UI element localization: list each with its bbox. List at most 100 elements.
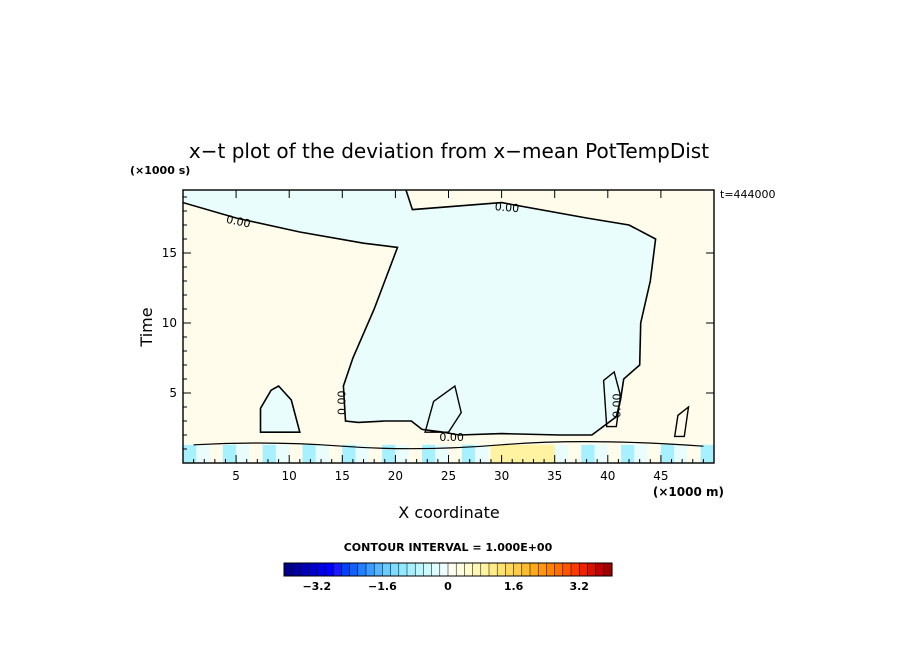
strip-cell (461, 444, 476, 463)
strip-cell (183, 444, 197, 463)
x-tick-label: 45 (653, 469, 668, 483)
y-tick-label: 10 (162, 316, 177, 330)
negative-bubble (260, 386, 300, 433)
colorbar-tick-label: 0 (444, 580, 452, 593)
y-ticks: 5 10 15 (162, 196, 714, 450)
zero-contour-main (183, 190, 657, 436)
strip-cell (435, 444, 449, 463)
y-tick-label: 5 (169, 386, 177, 400)
colorbar-ticks: −3.2 −1.6 0 1.6 3.2 (302, 580, 589, 593)
x-axis-label: X coordinate (398, 503, 499, 522)
strip-cell (448, 444, 462, 463)
colorbar-cell (423, 562, 433, 577)
strip-cell (687, 444, 701, 463)
x-tick-label: 15 (335, 469, 350, 483)
strip-contour (193, 441, 704, 450)
surface-bump-contour (673, 405, 690, 438)
strip-cell (355, 444, 369, 463)
colorbar-cell (365, 562, 375, 577)
strip-cell (368, 444, 383, 463)
colorbar-cell (464, 562, 474, 577)
strip-cell (329, 444, 343, 463)
strip-cell (382, 444, 396, 463)
strip-cell (660, 444, 675, 463)
strip-cell (315, 444, 330, 463)
x-tick-label: 35 (547, 469, 562, 483)
colorbar-cell (562, 562, 572, 577)
strip-cell (209, 444, 223, 463)
x-tick-label: 30 (494, 469, 509, 483)
strip-cell (196, 444, 210, 463)
strip-cell (674, 444, 688, 463)
colorbar-cell (455, 562, 465, 577)
colorbar-cell (554, 562, 564, 577)
colorbar-cell (291, 562, 301, 577)
surface-bump-contour (424, 384, 462, 433)
colorbar-cell (537, 562, 547, 577)
colorbar-cell (390, 562, 400, 577)
strip-cell (262, 444, 276, 463)
contour-interval-text: CONTOUR INTERVAL = 1.000E+00 (344, 541, 553, 554)
strip-cell (647, 444, 661, 463)
colorbar-cell (546, 562, 556, 577)
colorbar-cell (439, 562, 449, 577)
strip-cell (408, 444, 422, 463)
strip-cell (249, 444, 263, 463)
colorbar-cell (595, 562, 605, 577)
time-annotation: t=444000 (720, 188, 776, 201)
colorbar (283, 562, 613, 577)
colorbar-cell (521, 562, 531, 577)
strip-cell (581, 444, 595, 463)
colorbar-cell (447, 562, 457, 577)
x-ticks: 5 10 15 20 25 30 35 40 45 (193, 190, 704, 483)
zero-contour-bubble (259, 384, 301, 433)
strip-warm-patch (491, 444, 555, 463)
strip-cell (554, 444, 568, 463)
contour-label: 0.00 (494, 200, 520, 215)
colorbar-frame (283, 562, 613, 577)
x-unit-label: (×1000 m) (653, 485, 724, 499)
colorbar-cell (357, 562, 367, 577)
x-tick-label: 40 (600, 469, 615, 483)
contour-label: 0.00 (225, 213, 252, 231)
colorbar-cell (349, 562, 359, 577)
x-tick-label: 10 (282, 469, 297, 483)
colorbar-cell (406, 562, 416, 577)
strip-cell (342, 444, 356, 463)
y-tick-label: 15 (162, 246, 177, 260)
y-axis-label: Time (137, 307, 156, 347)
negative-region (183, 190, 656, 435)
chart-title: x−t plot of the deviation from x−mean Po… (189, 139, 709, 163)
x-tick-label: 5 (232, 469, 240, 483)
strip-cell (236, 444, 250, 463)
strip-cell (289, 444, 303, 463)
strip-cell (568, 444, 582, 463)
colorbar-cell (488, 562, 498, 577)
colorbar-cell (373, 562, 383, 577)
colorbar-cell (587, 562, 597, 577)
x-tick-label: 20 (388, 469, 403, 483)
strip-cell (222, 444, 237, 463)
strip-cell (302, 444, 316, 463)
strip-cell (621, 444, 635, 463)
colorbar-cell (324, 562, 334, 577)
colorbar-cell (316, 562, 326, 577)
surface-bump-contour (602, 370, 622, 428)
contour-label: 0.00 (610, 393, 623, 418)
colorbar-cell (431, 562, 441, 577)
colorbar-tick-label: 1.6 (504, 580, 524, 593)
colorbar-cell (570, 562, 580, 577)
contour-label: 0.00 (335, 391, 348, 416)
contour-label: 0.00 (439, 431, 464, 444)
strip-cell (475, 444, 489, 463)
strip-cell (700, 444, 714, 463)
colorbar-tick-label: −1.6 (368, 580, 397, 593)
surface-bumps (424, 370, 690, 438)
colorbar-cell (578, 562, 588, 577)
colorbar-cell (529, 562, 539, 577)
colorbar-cell (496, 562, 506, 577)
colorbar-cell (603, 562, 613, 577)
x-tick-label: 25 (441, 469, 456, 483)
colorbar-tick-label: 3.2 (569, 580, 589, 593)
